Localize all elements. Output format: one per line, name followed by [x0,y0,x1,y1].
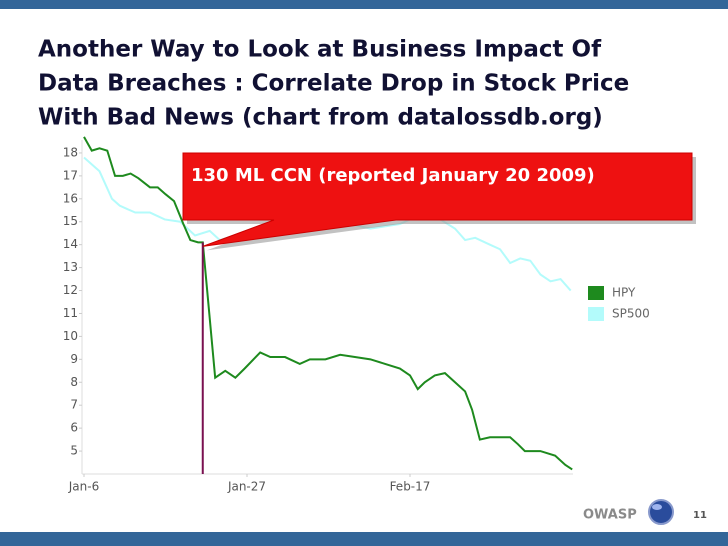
y-tick-label: 5 [70,444,78,458]
globe-icon [648,499,674,525]
title-line: With Bad News (chart from datalossdb.org… [38,105,603,131]
legend-swatch [588,307,604,321]
y-tick-label: 17 [63,168,78,182]
bottom-bar [0,532,728,546]
x-tick-label: Jan-6 [68,480,99,494]
y-tick-label: 6 [70,421,78,435]
legend-swatch [588,286,604,300]
y-tick-label: 15 [63,214,78,228]
y-tick-label: 7 [70,398,78,412]
page-number: 11 [693,510,707,521]
callout-text: 130 ML CCN (reported January 20 2009) [191,165,595,186]
y-tick-label: 9 [70,352,78,366]
legend-label: HPY [612,286,636,300]
y-tick-label: 12 [63,283,78,297]
y-tick-label: 16 [63,191,78,205]
footer-brand: OWASP [583,508,637,523]
y-tick-label: 8 [70,375,78,389]
title-line: Data Breaches : Correlate Drop in Stock … [38,71,629,97]
y-tick-label: 11 [63,306,78,320]
globe-shine [652,504,662,510]
top-bar [0,0,728,9]
plot: 5 6 7 8 9 10 11 12 13 14 15 16 17 18 Jan-6 Jan-27 Feb-17… [63,136,696,494]
y-tick-label: 14 [63,237,78,251]
line-series [83,156,572,292]
y-tick-label: 18 [63,145,78,159]
y-tick-label: 10 [63,329,78,343]
y-tick-label: 13 [63,260,78,274]
x-tick-label: Jan-27 [227,480,266,494]
legend-label: SP500 [612,307,650,321]
title-line: Another Way to Look at Business Impact O… [38,37,602,63]
x-tick-label: Feb-17 [390,480,431,494]
line-series [83,136,573,471]
callout [182,152,693,247]
